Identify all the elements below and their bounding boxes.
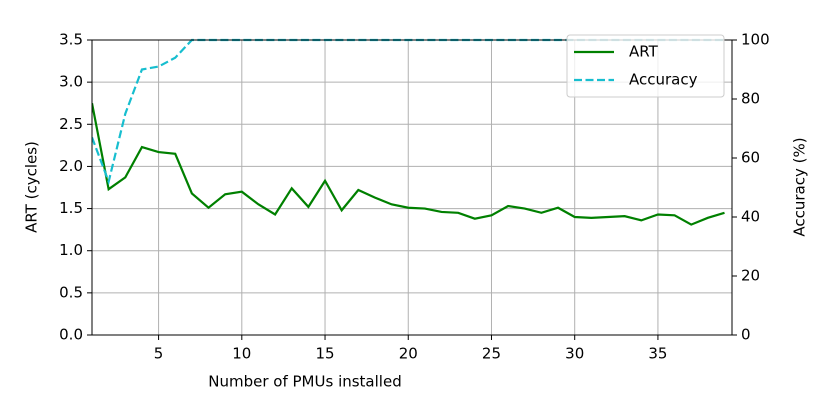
x-tick-label: 10 — [232, 345, 251, 363]
y-tick-label: 3.5 — [59, 31, 83, 49]
x-tick-label: 30 — [565, 345, 584, 363]
x-tick-label: 35 — [648, 345, 667, 363]
y2-tick-label: 40 — [741, 208, 760, 226]
series-line — [92, 103, 725, 226]
x-axis-label: Number of PMUs installed — [208, 373, 401, 391]
y-tick-label: 1.5 — [59, 199, 83, 217]
legend-label: Accuracy — [629, 71, 698, 89]
x-tick-label: 5 — [154, 345, 164, 363]
legend-box — [566, 34, 725, 98]
y-tick-label: 0.0 — [59, 326, 83, 344]
y-tick-label: 2.0 — [59, 157, 83, 175]
y2-axis-label: Accuracy (%) — [791, 137, 809, 236]
y2-tick-label: 80 — [741, 90, 760, 108]
y-tick-label: 1.0 — [59, 241, 83, 259]
x-tick-label: 20 — [399, 345, 418, 363]
x-tick-label: 25 — [482, 345, 501, 363]
y-tick-label: 2.5 — [59, 115, 83, 133]
y-axis-label: ART (cycles) — [23, 141, 41, 233]
x-tick-label: 15 — [315, 345, 334, 363]
y-tick-label: 0.5 — [59, 283, 83, 301]
y-tick-label: 3.0 — [59, 73, 83, 91]
y2-tick-label: 20 — [741, 267, 760, 285]
plot-frame — [91, 39, 733, 336]
y2-tick-label: 100 — [741, 31, 770, 49]
legend-label: ART — [629, 43, 659, 61]
y2-tick-label: 0 — [741, 326, 751, 344]
y2-tick-label: 60 — [741, 149, 760, 167]
